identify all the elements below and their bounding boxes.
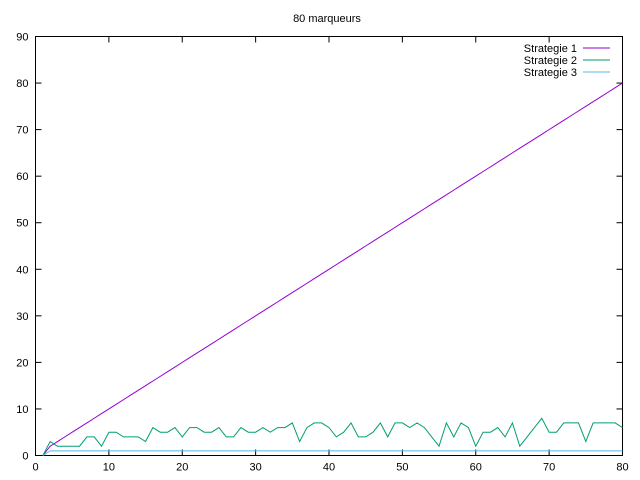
y-tick-label: 0: [22, 451, 28, 463]
x-tick-label: 0: [32, 462, 38, 474]
x-tick-label: 30: [250, 462, 262, 474]
y-tick-label: 90: [16, 32, 28, 44]
legend-label: Strategie 3: [524, 67, 577, 79]
x-tick-label: 70: [543, 462, 555, 474]
y-axis: 0 10 20 30 40 50 60 70 80 90: [16, 32, 623, 463]
x-tick-label: 40: [323, 462, 335, 474]
x-axis: 0 10 20 30 40 50 60 70 80: [32, 36, 629, 474]
series-line-1: [42, 82, 623, 456]
x-tick-label: 60: [470, 462, 482, 474]
y-tick-label: 80: [16, 78, 28, 90]
x-tick-label: 80: [616, 462, 628, 474]
y-tick-label: 40: [16, 264, 28, 276]
y-tick-label: 60: [16, 171, 28, 183]
y-tick-label: 10: [16, 404, 28, 416]
x-tick-label: 50: [396, 462, 408, 474]
series-line-3: [42, 450, 623, 456]
y-tick-label: 20: [16, 357, 28, 369]
plot-frame: [35, 36, 623, 456]
x-tick-label: 20: [176, 462, 188, 474]
x-tick-label: 10: [103, 462, 115, 474]
series-line-2: [42, 417, 623, 456]
series-layer: [42, 82, 623, 456]
y-tick-label: 50: [16, 218, 28, 230]
chart-title: 80 marqueurs: [293, 13, 361, 25]
y-tick-label: 70: [16, 125, 28, 137]
legend-label: Strategie 2: [524, 55, 577, 67]
legend-label: Strategie 1: [524, 43, 577, 55]
y-tick-label: 30: [16, 311, 28, 323]
